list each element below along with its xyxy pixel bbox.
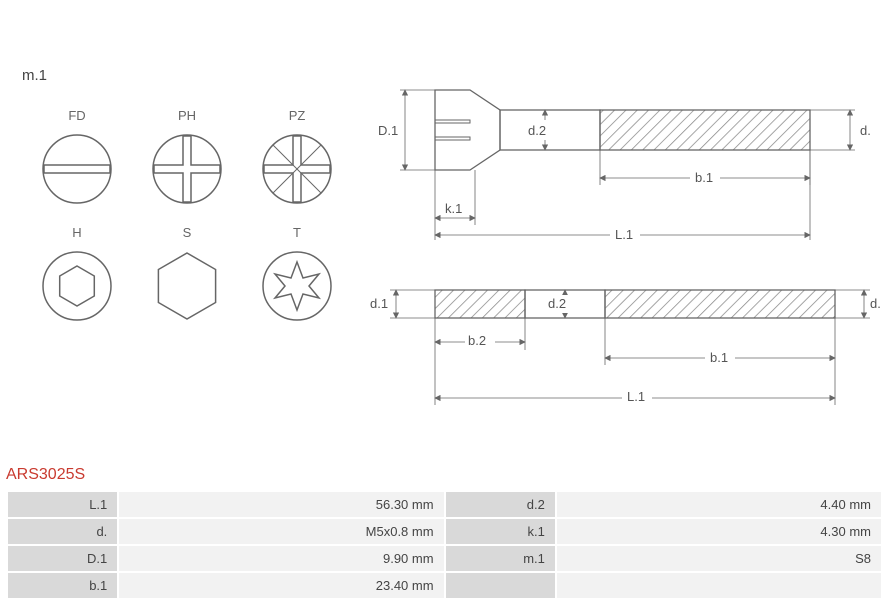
drive-row-1: FD PH PZ	[22, 108, 352, 205]
drive-pz-label: PZ	[289, 108, 306, 123]
drive-h: H	[27, 225, 127, 322]
spec-table: L.1 56.30 mm d.2 4.40 mm d. M5x0.8 mm k.…	[6, 490, 883, 600]
spec-label	[446, 573, 555, 598]
spec-value	[557, 573, 881, 598]
spec-label: b.1	[8, 573, 117, 598]
table-row: d. M5x0.8 mm k.1 4.30 mm	[8, 519, 881, 544]
drive-ph: PH	[137, 108, 237, 205]
screw-bottom: d.1 d.2 d. b.2	[370, 290, 880, 405]
dim-d2-top: d.2	[528, 123, 546, 138]
dim-d2-bot: d.2	[548, 296, 566, 311]
dim-b1-top: b.1	[695, 170, 713, 185]
dim-d1: d.1	[370, 296, 388, 311]
dim-L1-top: L.1	[615, 227, 633, 242]
drive-t-label: T	[293, 225, 301, 240]
spec-value: 4.40 mm	[557, 492, 881, 517]
spec-label: D.1	[8, 546, 117, 571]
drive-h-label: H	[72, 225, 81, 240]
drive-fd: FD	[27, 108, 127, 205]
diagram-area: m.1 FD PH PZ	[0, 0, 889, 440]
spec-label: d.2	[446, 492, 555, 517]
drive-ph-label: PH	[178, 108, 196, 123]
drive-fd-label: FD	[68, 108, 85, 123]
spec-value: 56.30 mm	[119, 492, 443, 517]
dim-d-top: d.	[860, 123, 871, 138]
drive-t: T	[247, 225, 347, 322]
phillips-icon	[151, 133, 223, 205]
spec-value: M5x0.8 mm	[119, 519, 443, 544]
screw-diagrams: D.1 d.2 d. b.1 k.1	[370, 60, 880, 423]
table-row: D.1 9.90 mm m.1 S8	[8, 546, 881, 571]
m1-label: m.1	[22, 67, 47, 84]
slot-icon	[41, 133, 113, 205]
table-row: b.1 23.40 mm	[8, 573, 881, 598]
drive-s: S	[137, 225, 237, 322]
spec-value: 9.90 mm	[119, 546, 443, 571]
part-number: ARS3025S	[6, 466, 85, 484]
hex-head-icon	[151, 250, 223, 322]
spec-value: S8	[557, 546, 881, 571]
drive-row-2: H S T	[22, 225, 352, 322]
dim-D1: D.1	[378, 123, 398, 138]
pozidriv-icon	[261, 133, 333, 205]
dim-d-bot: d.	[870, 296, 880, 311]
spec-label: d.	[8, 519, 117, 544]
dim-b1-bot: b.1	[710, 350, 728, 365]
spec-label: m.1	[446, 546, 555, 571]
table-row: L.1 56.30 mm d.2 4.40 mm	[8, 492, 881, 517]
dim-L1-bot: L.1	[627, 389, 645, 404]
dim-b2: b.2	[468, 333, 486, 348]
spec-label: k.1	[446, 519, 555, 544]
spec-label: L.1	[8, 492, 117, 517]
drive-s-label: S	[183, 225, 192, 240]
torx-icon	[261, 250, 333, 322]
spec-value: 23.40 mm	[119, 573, 443, 598]
spec-value: 4.30 mm	[557, 519, 881, 544]
drive-pz: PZ	[247, 108, 347, 205]
screw-top: D.1 d.2 d. b.1 k.1	[378, 90, 871, 243]
hex-socket-icon	[41, 250, 113, 322]
dim-k1: k.1	[445, 201, 462, 216]
drive-types-panel: FD PH PZ	[22, 108, 352, 342]
